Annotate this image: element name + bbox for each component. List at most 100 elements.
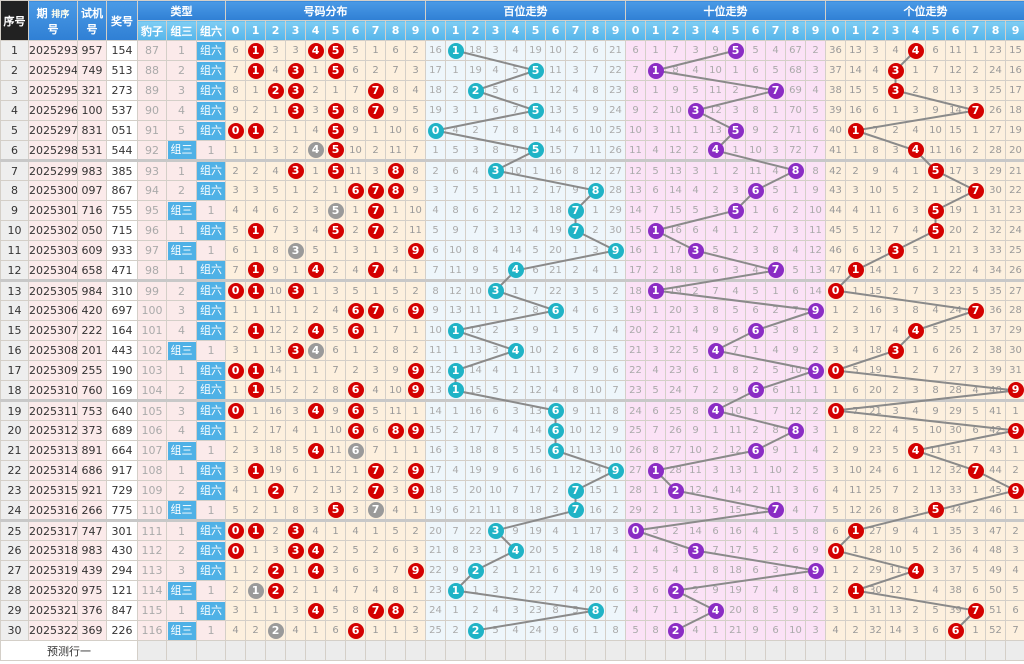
dist-cell-3: 1 bbox=[285, 360, 307, 381]
sort-toggle[interactable]: 排序 bbox=[51, 9, 70, 20]
predict-cell[interactable] bbox=[1005, 640, 1024, 661]
leopard-omission: 115 bbox=[137, 600, 167, 621]
tens-cell-6: 9 bbox=[745, 120, 767, 141]
leopard-omission: 97 bbox=[137, 240, 167, 261]
units-cell-0: 38 bbox=[825, 80, 847, 101]
leopard-omission: 87 bbox=[137, 40, 167, 61]
predict-cell[interactable] bbox=[645, 640, 667, 661]
predict-cell[interactable] bbox=[465, 640, 487, 661]
predict-cell[interactable] bbox=[965, 640, 987, 661]
header-tens-1: 1 bbox=[645, 20, 667, 41]
tens-cell-6: 11 bbox=[745, 159, 767, 181]
predict-cell[interactable] bbox=[385, 640, 407, 661]
row-test-number: 760 bbox=[77, 380, 107, 401]
hundreds-cell-1: 2 bbox=[445, 620, 467, 641]
predict-cell[interactable] bbox=[137, 640, 167, 661]
predict-cell[interactable] bbox=[765, 640, 787, 661]
dist-cell-1: 1 bbox=[245, 600, 267, 621]
predict-cell[interactable] bbox=[445, 640, 467, 661]
predict-cell[interactable] bbox=[725, 640, 747, 661]
predict-cell[interactable] bbox=[665, 640, 687, 661]
tens-cell-5: 1 bbox=[725, 140, 747, 161]
header-tens: 十位走势 bbox=[625, 0, 827, 21]
hundreds-cell-9: 5 bbox=[605, 340, 627, 361]
predict-cell[interactable] bbox=[625, 640, 647, 661]
predict-cell[interactable] bbox=[865, 640, 887, 661]
hundreds-cell-3: 1 bbox=[485, 180, 507, 201]
tens-cell-9: 2 bbox=[805, 600, 827, 621]
tens-cell-1: 6 bbox=[645, 580, 667, 601]
units-cell-6: 32 bbox=[945, 460, 967, 481]
dist-cell-8: 8 bbox=[385, 340, 407, 361]
predict-cell[interactable] bbox=[585, 640, 607, 661]
predict-cell[interactable] bbox=[425, 640, 447, 661]
predict-cell[interactable] bbox=[745, 640, 767, 661]
hundreds-hit-ball: 6 bbox=[547, 403, 564, 419]
predict-cell[interactable] bbox=[405, 640, 427, 661]
tens-cell-9: 10 bbox=[805, 200, 827, 221]
predict-cell[interactable] bbox=[945, 640, 967, 661]
hundreds-cell-7: 7 bbox=[565, 360, 587, 381]
predict-cell[interactable] bbox=[166, 640, 197, 661]
units-cell-7: 3 bbox=[965, 519, 987, 541]
units-cell-3: 8 bbox=[885, 500, 907, 521]
dist-hit-ball: 3 bbox=[287, 82, 304, 99]
dist-cell-3: 3 bbox=[285, 240, 307, 261]
predict-cell[interactable] bbox=[195, 640, 227, 661]
row-test-number: 975 bbox=[77, 580, 107, 601]
predict-cell[interactable] bbox=[885, 640, 907, 661]
predict-cell[interactable] bbox=[925, 640, 947, 661]
header-hundreds-7: 7 bbox=[565, 20, 587, 41]
dist-hit-ball: 8 bbox=[387, 182, 404, 199]
hundreds-hit-ball: 1 bbox=[447, 42, 464, 59]
hundreds-cell-5: 6 bbox=[525, 260, 547, 281]
header-issue[interactable]: 期 排序号 bbox=[28, 0, 78, 41]
predict-cell[interactable] bbox=[325, 640, 347, 661]
tens-cell-8: 2 bbox=[785, 460, 807, 481]
table-row: 1 2025293 957 154 87 1 组六 6 1 3 3 4 5 5 1 6 2 16 1 18 3 4 19 10… bbox=[0, 40, 1024, 61]
predict-cell[interactable] bbox=[285, 640, 307, 661]
dist-cell-8: 8 bbox=[385, 159, 407, 181]
predict-cell[interactable] bbox=[525, 640, 547, 661]
zu6-badge: 组六 bbox=[197, 81, 225, 100]
predict-cell[interactable] bbox=[785, 640, 807, 661]
tens-cell-8: 3 bbox=[785, 220, 807, 241]
predict-cell[interactable] bbox=[305, 640, 327, 661]
predict-cell[interactable] bbox=[345, 640, 367, 661]
tens-cell-3: 3 bbox=[685, 159, 707, 181]
units-hit-ball: 5 bbox=[927, 502, 944, 518]
dist-cell-0: 0 bbox=[225, 399, 247, 421]
predict-cell[interactable] bbox=[265, 640, 287, 661]
tens-cell-8: 6 bbox=[785, 540, 807, 561]
predict-cell[interactable] bbox=[705, 640, 727, 661]
predict-cell[interactable] bbox=[565, 640, 587, 661]
units-cell-1: 4 bbox=[845, 200, 867, 221]
units-cell-0: 6 bbox=[825, 519, 847, 541]
predict-cell[interactable] bbox=[225, 640, 247, 661]
units-cell-3: 5 bbox=[885, 440, 907, 461]
predict-cell[interactable] bbox=[805, 640, 827, 661]
dist-cell-0: 3 bbox=[225, 460, 247, 481]
predict-cell[interactable] bbox=[905, 640, 927, 661]
predict-cell[interactable] bbox=[545, 640, 567, 661]
dist-cell-3: 3 bbox=[285, 159, 307, 181]
predict-cell[interactable] bbox=[845, 640, 867, 661]
units-cell-0: 42 bbox=[825, 159, 847, 181]
predict-cell[interactable] bbox=[985, 640, 1007, 661]
dist-cell-4: 1 bbox=[305, 420, 327, 441]
units-cell-6: 35 bbox=[945, 519, 967, 541]
predict-cell[interactable] bbox=[505, 640, 527, 661]
predict-cell[interactable] bbox=[825, 640, 847, 661]
hundreds-cell-9: 24 bbox=[605, 100, 627, 121]
predict-cell[interactable] bbox=[365, 640, 387, 661]
units-cell-8: 31 bbox=[985, 200, 1007, 221]
predict-cell[interactable] bbox=[485, 640, 507, 661]
predict-cell[interactable] bbox=[685, 640, 707, 661]
dist-cell-3: 8 bbox=[285, 500, 307, 521]
predict-cell[interactable] bbox=[245, 640, 267, 661]
dist-cell-0: 0 bbox=[225, 360, 247, 381]
tens-cell-7: 4 bbox=[765, 340, 787, 361]
predict-cell[interactable] bbox=[605, 640, 627, 661]
tens-hit-ball: 9 bbox=[807, 362, 824, 379]
row-seq: 27 bbox=[0, 560, 29, 581]
